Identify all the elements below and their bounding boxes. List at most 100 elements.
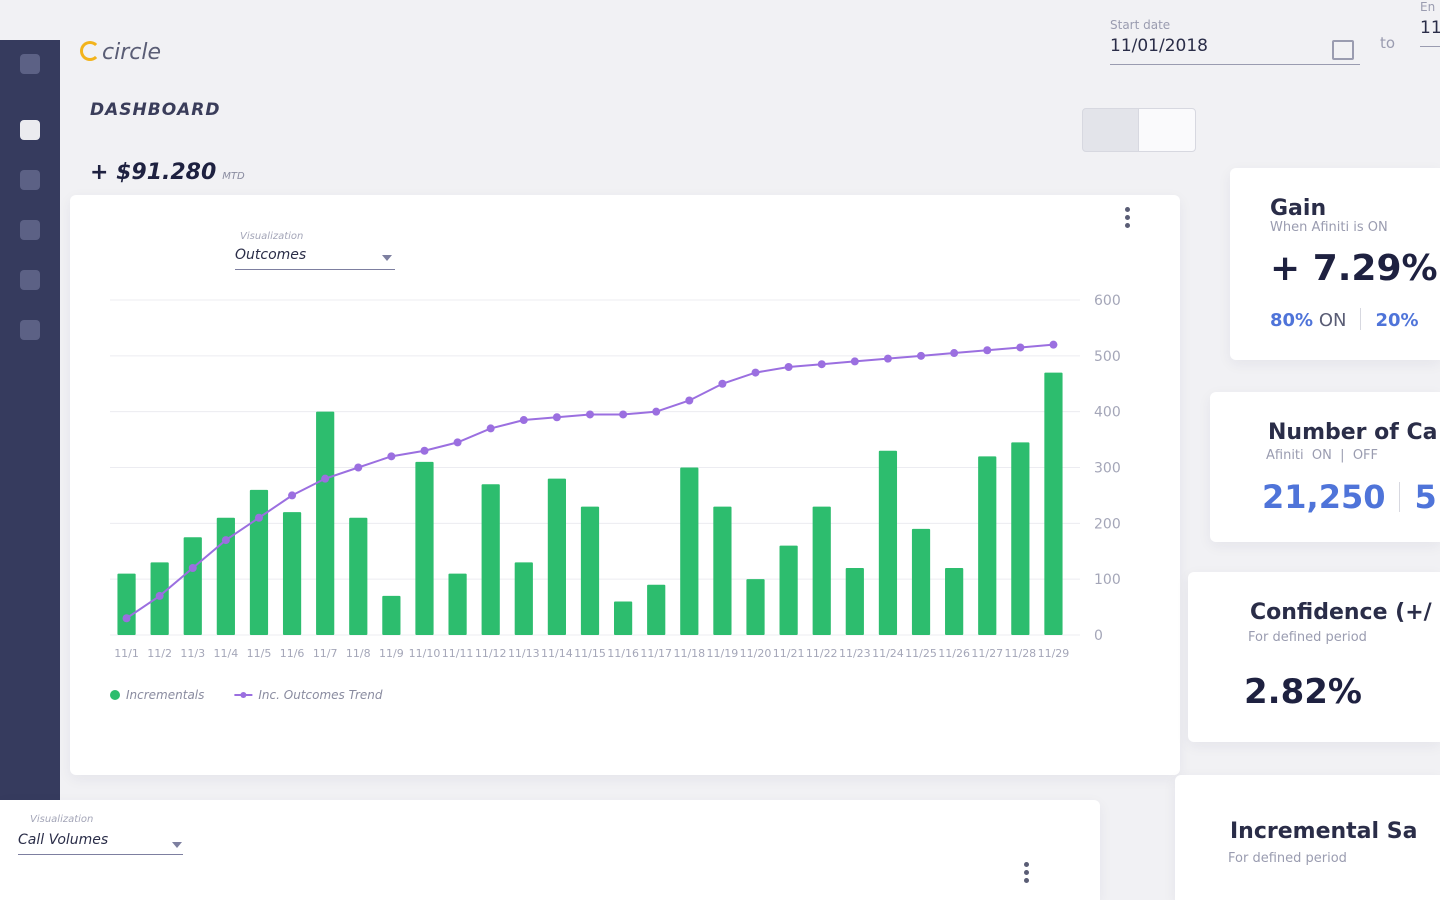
y-tick-label: 0 [1094, 628, 1103, 644]
chart-card: Visualization Outcomes 0 100 200 300 400 500 6… [70, 195, 1180, 775]
off-label: OFF [1352, 448, 1378, 463]
x-tick-label: 11/26 [938, 647, 970, 660]
afiniti-label: Afiniti [1266, 448, 1304, 463]
page-title: DASHBOARD [90, 100, 221, 120]
trend-point [1049, 340, 1058, 349]
trend-point [586, 410, 594, 419]
nav-icon[interactable] [20, 270, 40, 290]
card-subtitle: For defined period [1228, 851, 1347, 866]
legend-swatch-dot [240, 692, 247, 698]
trend-point [288, 491, 297, 500]
card-subtitle: For defined period [1248, 630, 1367, 645]
trend-point [420, 446, 429, 455]
bar [680, 467, 699, 635]
legend-entry: Inc. Outcomes Trend [234, 688, 383, 702]
start-date-field[interactable]: Start date 11/01/2018 [1110, 18, 1360, 65]
incremental-card: Incremental Sa For defined period [1175, 775, 1440, 900]
menu-button[interactable] [20, 54, 40, 74]
card-subtitle: Afiniti ON | OFF [1266, 448, 1378, 463]
settings-nav[interactable] [20, 320, 40, 340]
trend-point [1016, 343, 1025, 352]
card-subtitle: When Afiniti is ON [1270, 220, 1388, 235]
list-view-toggle[interactable] [1138, 108, 1196, 152]
trend-point [850, 357, 859, 366]
gain-value: + 7.29% [1270, 248, 1438, 289]
visualization-select[interactable]: Call Volumes [18, 832, 183, 855]
x-tick-label: 11/22 [806, 647, 838, 660]
card-menu[interactable] [1024, 862, 1030, 886]
bar [878, 450, 898, 635]
x-tick-label: 11/23 [839, 647, 871, 660]
total-amount: + $91.280 [90, 160, 217, 185]
bar [812, 506, 831, 635]
x-tick-label: 11/27 [971, 647, 1003, 660]
x-tick-label: 11/15 [574, 647, 606, 660]
y-tick-label: 200 [1094, 516, 1121, 532]
x-tick-label: 11/10 [409, 647, 441, 660]
bar [183, 537, 202, 635]
bar [845, 568, 864, 635]
trend-point [817, 360, 826, 369]
trend-point [685, 396, 694, 405]
trend-point [983, 346, 992, 355]
visualization-select[interactable]: Outcomes [235, 247, 395, 270]
on-off-split: 80% ON 20% [1270, 308, 1419, 331]
x-tick-label: 11/4 [214, 647, 239, 660]
start-date-label: Start date [1110, 18, 1171, 32]
end-date-field[interactable]: En 11 [1420, 0, 1440, 47]
card-title: Number of Ca [1268, 420, 1438, 445]
sidebar [0, 40, 60, 900]
home-nav[interactable] [20, 120, 40, 140]
x-tick-label: 11/2 [147, 647, 172, 660]
x-tick-label: 11/25 [905, 647, 937, 660]
bar [1011, 442, 1030, 635]
x-tick-label: 11/29 [1038, 647, 1070, 660]
chart-view-toggle[interactable] [1082, 108, 1140, 152]
bar [713, 506, 732, 635]
x-tick-label: 11/1 [114, 647, 139, 660]
x-tick-label: 11/17 [640, 647, 672, 660]
bar [481, 484, 500, 635]
off-value: 20% [1375, 310, 1419, 331]
bar [580, 506, 600, 635]
trend-point [453, 438, 462, 447]
card-title: Incremental Sa [1230, 819, 1418, 844]
bar [117, 573, 136, 635]
bar [547, 478, 566, 635]
trend-point [387, 452, 396, 461]
start-date-value: 11/01/2018 [1110, 36, 1208, 56]
calendar-icon[interactable] [1332, 40, 1354, 60]
calls-card: Number of Ca Afiniti ON | OFF 21,250 5 [1210, 392, 1440, 542]
trend-point [917, 351, 926, 360]
bar [978, 456, 997, 635]
x-tick-label: 11/18 [673, 647, 705, 660]
bar [349, 517, 368, 635]
bar [911, 528, 931, 635]
confidence-card: Confidence (+/ For defined period 2.82% [1188, 572, 1440, 742]
x-tick-label: 11/21 [773, 647, 805, 660]
legend-label: Incrementals [126, 688, 204, 702]
y-tick-label: 600 [1094, 293, 1121, 309]
nav-icon[interactable] [20, 170, 40, 190]
x-tick-label: 11/12 [475, 647, 507, 660]
bar [1044, 372, 1063, 635]
x-tick-label: 11/7 [313, 647, 338, 660]
visualization-label: Visualization [30, 814, 94, 825]
trend-point [519, 416, 528, 425]
trend-point [122, 614, 131, 623]
bar [316, 411, 335, 635]
bar [779, 545, 798, 635]
trend-point [188, 564, 197, 572]
trend-point [883, 354, 892, 363]
card-menu[interactable] [1125, 207, 1131, 231]
top-bar: circle [60, 40, 1060, 90]
on-value: 21,250 [1262, 478, 1386, 516]
y-tick-label: 400 [1094, 405, 1121, 421]
card-title: Gain [1270, 196, 1327, 221]
off-value: 5 [1414, 478, 1437, 516]
outcomes-chart: 0 100 200 300 400 500 600 11/1 11/2 11/3 11/4 11/5 1… [110, 293, 1121, 702]
x-tick-label: 11/3 [180, 647, 205, 660]
gain-card: Gain When Afiniti is ON + 7.29% 80% ON 20… [1230, 168, 1440, 360]
nav-icon[interactable] [20, 220, 40, 240]
y-tick-label: 300 [1094, 461, 1121, 477]
